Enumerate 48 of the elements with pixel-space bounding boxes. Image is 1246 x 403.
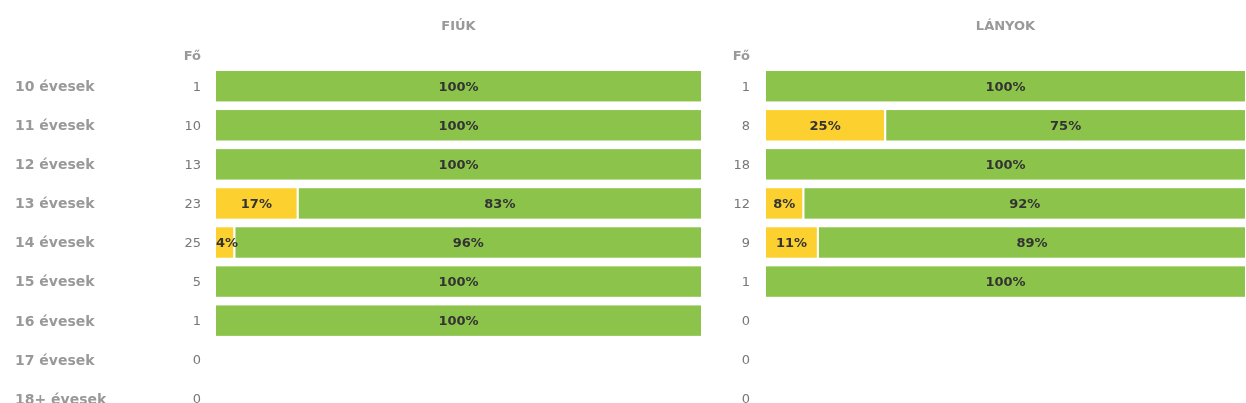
text: 5 [192,274,201,290]
text: 0 [192,391,201,403]
text: 13 [184,156,201,172]
data-label: 25% [809,117,841,133]
y-tick-label: 13 évesek [15,195,96,212]
data-label: 100% [985,274,1026,290]
y-tick-label: 12 évesek [15,156,96,173]
data-label: 100% [438,117,479,133]
y-tick-label: 18 [733,156,750,172]
text: 0 [192,352,201,368]
y-tick-label: 0 [741,391,750,403]
y-tick-label: 0 [741,313,750,329]
data-label: 17% [240,195,272,211]
text: 25 [184,235,201,251]
data-label: 83% [484,195,516,211]
y-tick-label: 0 [741,352,750,368]
y-tick-label: 1 [741,274,750,290]
text: 1 [192,313,201,329]
data-label: 100% [438,156,479,172]
y-tick-label: 9 [741,235,750,251]
y-tick-label: 18+ évesek [15,390,108,403]
text: Fő [732,47,751,63]
data-label: 100% [985,78,1026,94]
chart-title: LÁNYOK [975,17,1037,33]
y-tick-label: 1 [741,78,750,94]
data-label: 11% [775,235,808,251]
data-label: 92% [1009,195,1041,211]
data-label: 89% [1016,235,1048,251]
data-label: 100% [985,156,1026,172]
y-tick-label: 8 [741,117,750,133]
text: 1 [192,78,201,94]
y-tick-label: 17 évesek [15,351,96,368]
data-label: 100% [438,78,479,94]
y-tick-label: 14 évesek [15,234,96,251]
y-tick-label: 16 évesek [15,312,96,329]
chart-title: FIÚK [441,17,477,33]
data-label: 8% [773,195,796,211]
text: 10 [184,117,201,133]
data-label: 100% [438,313,479,329]
data-label: 75% [1050,117,1082,133]
y-tick-label: 10 évesek [15,78,96,95]
y-tick-label: 15 évesek [15,273,96,290]
y-tick-label: 11 évesek [15,117,96,134]
text: Fő [183,47,202,63]
data-label: 100% [438,274,479,290]
y-tick-label: 12 [733,195,750,211]
data-label: 96% [452,235,484,251]
text: 23 [184,195,201,211]
